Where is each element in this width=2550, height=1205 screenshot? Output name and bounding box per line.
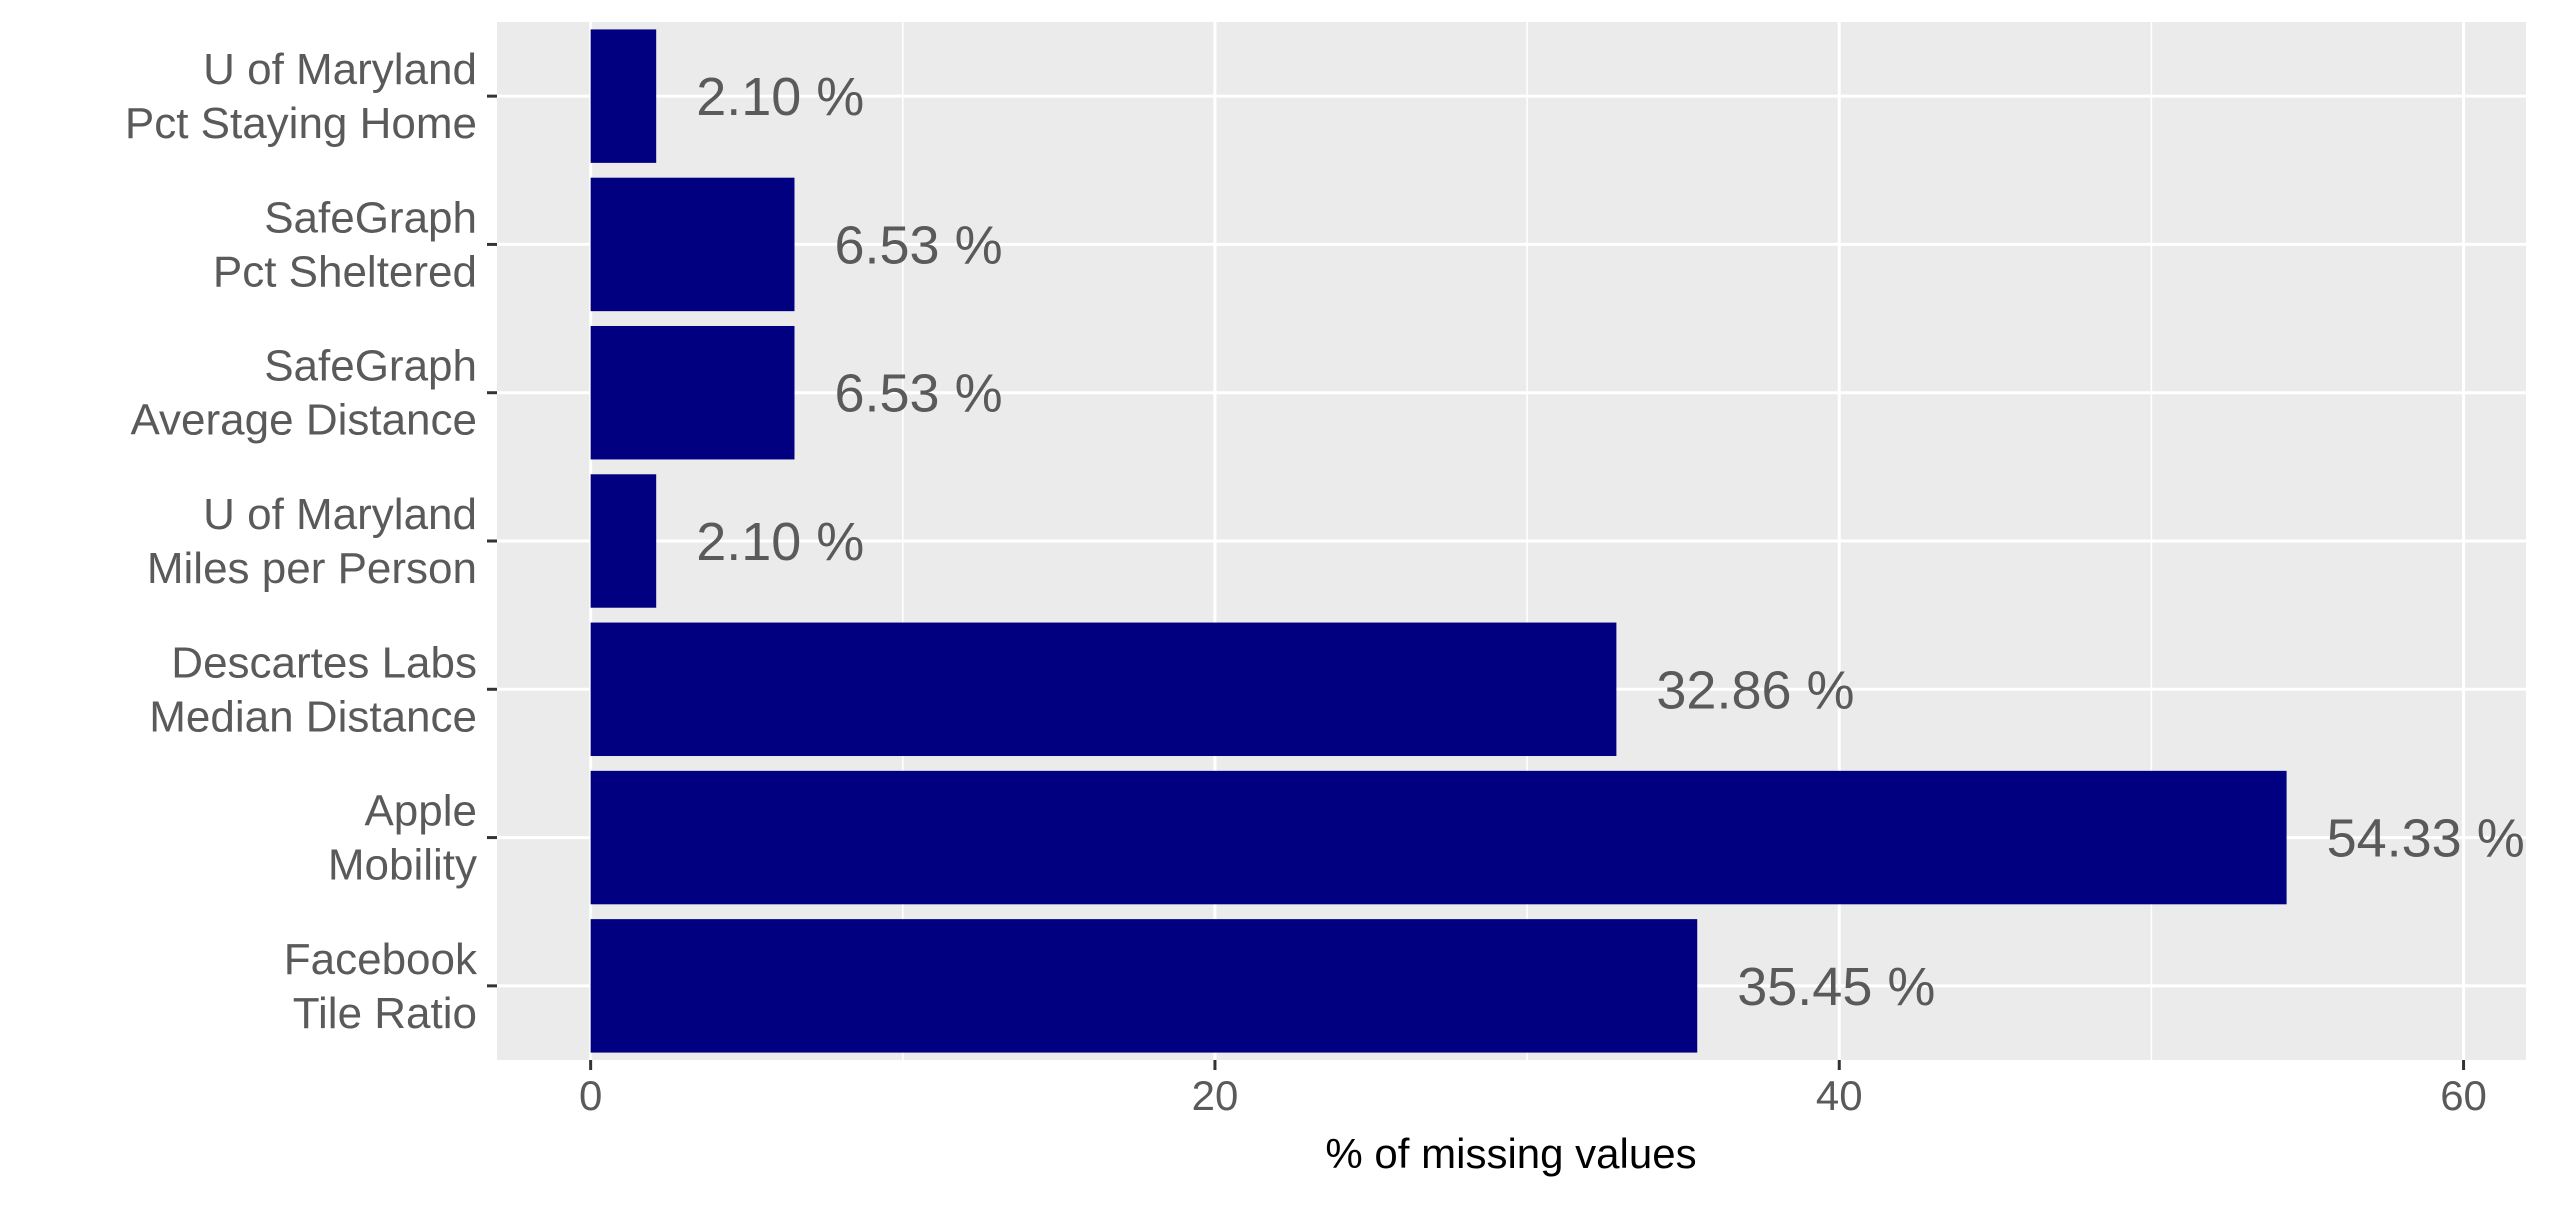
bar (590, 177, 795, 312)
category-label: SafeGraph Average Distance (131, 342, 478, 445)
data-label: 6.53 % (834, 215, 1002, 275)
category-label: SafeGraph Pct Sheltered (213, 193, 477, 296)
category-label-line: SafeGraph (264, 342, 477, 391)
category-label: Facebook Tile Ratio (284, 935, 478, 1038)
bar (590, 29, 657, 163)
data-label: 6.53 % (834, 364, 1002, 424)
x-tick-label: 20 (1192, 1072, 1239, 1119)
category-axis: U of Maryland Pct Staying Home SafeGraph Pc… (125, 45, 497, 1038)
bar (590, 474, 657, 608)
x-axis-title: % of missing values (1325, 1130, 1696, 1177)
category-label-line: Descartes Labs (171, 638, 477, 687)
category-label-line: Mobility (328, 841, 477, 890)
category-label: U of Maryland Pct Staying Home (125, 45, 477, 148)
data-label: 2.10 % (696, 512, 864, 572)
bars (590, 29, 2287, 1053)
data-label: 54.33 % (2327, 809, 2525, 869)
category-label-line: Average Distance (131, 396, 478, 445)
bar (590, 919, 1698, 1053)
category-label: Descartes Labs Median Distance (149, 638, 477, 741)
bar (590, 770, 2287, 905)
value-labels: 2.10 % 6.53 % 6.53 % 2.10 % 32.86 % 54.33 % 35… (696, 67, 2525, 1017)
category-label-line: SafeGraph (264, 193, 477, 242)
data-label: 32.86 % (1656, 660, 1854, 720)
category-label-line: Miles per Person (147, 544, 477, 593)
bar (590, 622, 1617, 757)
x-axis: 0 20 40 60 (579, 1060, 2487, 1119)
bar (590, 325, 795, 460)
data-label: 2.10 % (696, 67, 864, 127)
category-label-line: Pct Sheltered (213, 247, 477, 296)
category-label: U of Maryland Miles per Person (147, 490, 477, 593)
x-tick-label: 0 (579, 1072, 602, 1119)
category-label-line: Tile Ratio (293, 989, 477, 1038)
category-label-line: U of Maryland (203, 45, 477, 94)
category-label-line: Median Distance (149, 692, 477, 741)
category-label-line: Pct Staying Home (125, 99, 477, 148)
category-label-line: Facebook (284, 935, 478, 984)
category-label-line: U of Maryland (203, 490, 477, 539)
data-label: 35.45 % (1737, 957, 1935, 1017)
category-label-line: Apple (364, 787, 477, 836)
category-label: Apple Mobility (328, 787, 477, 890)
x-tick-label: 40 (1816, 1072, 1863, 1119)
x-tick-label: 60 (2440, 1072, 2487, 1119)
